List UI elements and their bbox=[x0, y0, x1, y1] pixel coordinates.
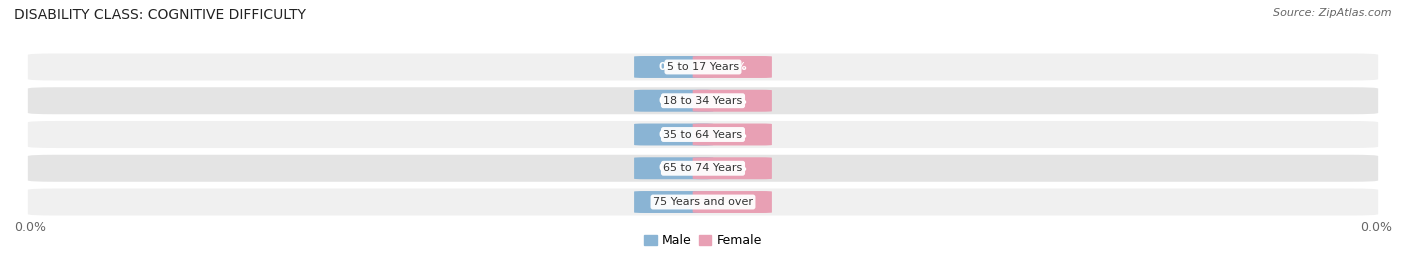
FancyBboxPatch shape bbox=[28, 189, 1378, 215]
FancyBboxPatch shape bbox=[634, 157, 713, 179]
Text: 75 Years and over: 75 Years and over bbox=[652, 197, 754, 207]
Text: 0.0%: 0.0% bbox=[658, 96, 689, 106]
FancyBboxPatch shape bbox=[634, 56, 713, 78]
FancyBboxPatch shape bbox=[28, 121, 1378, 148]
Text: 0.0%: 0.0% bbox=[1360, 221, 1392, 233]
FancyBboxPatch shape bbox=[693, 56, 772, 78]
FancyBboxPatch shape bbox=[693, 157, 772, 179]
FancyBboxPatch shape bbox=[634, 123, 713, 146]
Legend: Male, Female: Male, Female bbox=[640, 229, 766, 252]
Text: 0.0%: 0.0% bbox=[717, 163, 748, 173]
FancyBboxPatch shape bbox=[693, 191, 772, 213]
FancyBboxPatch shape bbox=[634, 191, 713, 213]
Text: 0.0%: 0.0% bbox=[717, 129, 748, 140]
Text: 0.0%: 0.0% bbox=[14, 221, 46, 233]
Text: 0.0%: 0.0% bbox=[658, 129, 689, 140]
FancyBboxPatch shape bbox=[28, 155, 1378, 182]
Text: 0.0%: 0.0% bbox=[658, 62, 689, 72]
FancyBboxPatch shape bbox=[693, 90, 772, 112]
Text: 0.0%: 0.0% bbox=[717, 62, 748, 72]
Text: Source: ZipAtlas.com: Source: ZipAtlas.com bbox=[1274, 8, 1392, 18]
FancyBboxPatch shape bbox=[28, 54, 1378, 80]
FancyBboxPatch shape bbox=[28, 87, 1378, 114]
Text: 0.0%: 0.0% bbox=[658, 197, 689, 207]
Text: 0.0%: 0.0% bbox=[658, 163, 689, 173]
Text: 18 to 34 Years: 18 to 34 Years bbox=[664, 96, 742, 106]
FancyBboxPatch shape bbox=[693, 123, 772, 146]
Text: 0.0%: 0.0% bbox=[717, 96, 748, 106]
Text: DISABILITY CLASS: COGNITIVE DIFFICULTY: DISABILITY CLASS: COGNITIVE DIFFICULTY bbox=[14, 8, 307, 22]
FancyBboxPatch shape bbox=[634, 90, 713, 112]
Text: 0.0%: 0.0% bbox=[717, 197, 748, 207]
Text: 65 to 74 Years: 65 to 74 Years bbox=[664, 163, 742, 173]
Text: 35 to 64 Years: 35 to 64 Years bbox=[664, 129, 742, 140]
Text: 5 to 17 Years: 5 to 17 Years bbox=[666, 62, 740, 72]
